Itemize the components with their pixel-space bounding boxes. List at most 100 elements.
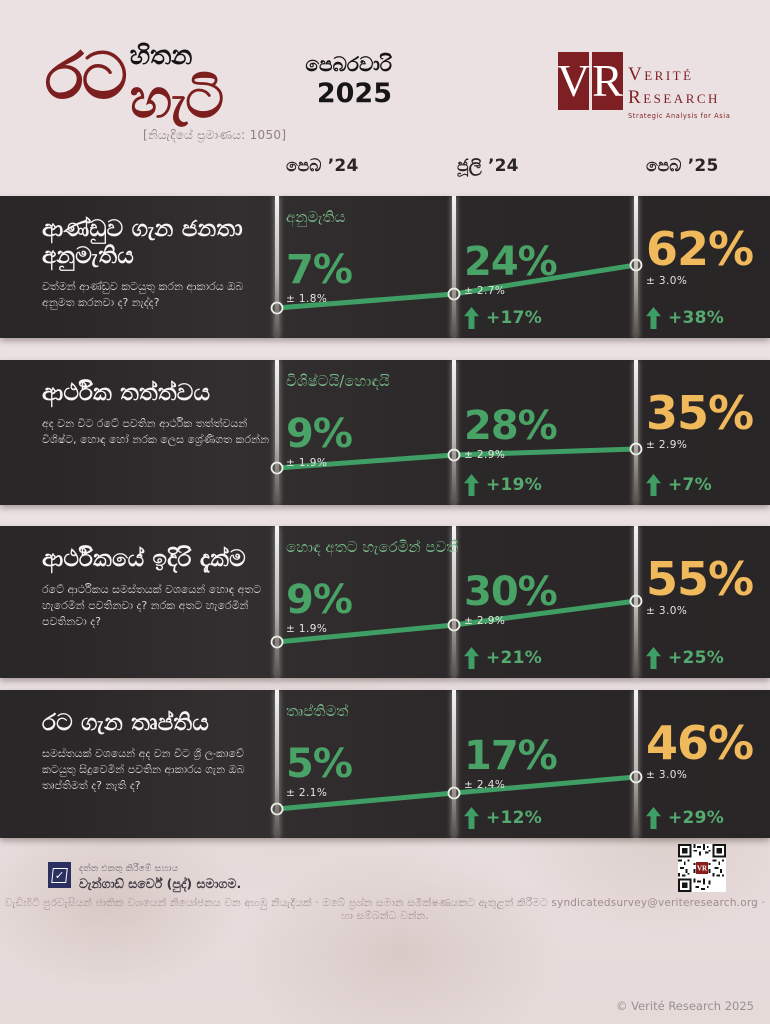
data-collection-credit: දත්ත එකතු කිරීමේ සහාය xyxy=(79,864,179,874)
change-value: +19% xyxy=(486,475,543,495)
column-divider xyxy=(634,526,638,678)
column-divider xyxy=(634,360,638,505)
brand-word-hati: හැටි xyxy=(129,66,224,130)
brand-logo: රට හිතන හැටි xyxy=(45,34,224,130)
margin-of-error: ± 3.0% xyxy=(646,769,688,781)
percentage: 46% xyxy=(646,716,754,770)
panel-title: රට ගැන තෘප්තිය xyxy=(42,710,210,736)
panel-title: ආණ්ඩුව ගැන ජනතා අනුමැතිය xyxy=(42,216,243,270)
panel-government-approval: ආණ්ඩුව ගැන ජනතා අනුමැතිය වත්මන් ආණ්ඩුව ක… xyxy=(0,196,770,338)
percentage: 7% xyxy=(286,247,353,293)
margin-of-error: ± 2.7% xyxy=(464,285,506,297)
change-jul24: +21% xyxy=(464,647,542,669)
up-arrow-icon xyxy=(464,647,479,669)
change-value: +29% xyxy=(668,808,725,828)
panel-question: සමස්තයක් වශයෙන් අද වන විට ශ්‍රී ලංකාවේ ක… xyxy=(42,747,245,792)
change-value: +21% xyxy=(486,648,543,668)
margin-of-error: ± 1.8% xyxy=(286,293,328,305)
brand-word-hithana: හිතන xyxy=(129,41,193,71)
panel-question: රටේ ආර්ථිකය සමස්තයක් වශයෙන් හොඳ අතට හැරෙ… xyxy=(42,583,262,628)
series-label: අනුමැතිය xyxy=(286,208,346,226)
column-divider xyxy=(275,360,279,505)
change-feb25: +25% xyxy=(646,647,724,669)
qr-code: VR xyxy=(678,842,726,894)
percentage: 35% xyxy=(646,386,754,440)
vr-logo-letter-v: V xyxy=(557,52,590,110)
panel-title: ආර්ථික තත්ත්වය xyxy=(42,380,211,406)
margin-of-error: ± 1.9% xyxy=(286,623,328,635)
margin-of-error: ± 3.0% xyxy=(646,605,688,617)
margin-of-error: ± 2.9% xyxy=(646,439,688,451)
value-feb24: 9% ± 1.9% xyxy=(286,411,353,469)
vr-logo-name-verite: Verité xyxy=(628,64,694,85)
vanguard-survey-logo: ✓ xyxy=(48,862,71,888)
column-divider xyxy=(452,690,456,838)
verite-research-logo: V R Verité Research Strategic Analysis f… xyxy=(557,52,731,120)
margin-of-error: ± 3.0% xyxy=(646,275,688,287)
panel-economic-condition: ආර්ථික තත්ත්වය අද වන විට රටේ පවතින ආර්ථි… xyxy=(0,360,770,505)
margin-of-error: ± 2.1% xyxy=(286,787,328,799)
change-feb25: +29% xyxy=(646,807,724,829)
column-header-feb25: පෙබ ’25 xyxy=(646,156,719,176)
value-jul24: 24% ± 2.7% xyxy=(464,239,558,297)
change-value: +38% xyxy=(668,308,725,328)
edition-year: 2025 xyxy=(316,78,392,109)
percentage: 9% xyxy=(286,411,353,457)
margin-of-error: ± 2.9% xyxy=(464,449,506,461)
column-header-feb24: පෙබ ’24 xyxy=(286,156,359,176)
change-value: +17% xyxy=(486,308,543,328)
vr-logo-name-research: Research xyxy=(628,86,720,108)
up-arrow-icon xyxy=(646,474,661,496)
survey-disclaimer: වැඩිහිටි පුරවැසියන් ජාතික වශයෙන් නියෝජනය… xyxy=(4,897,766,922)
change-value: +12% xyxy=(486,808,543,828)
up-arrow-icon xyxy=(646,307,661,329)
percentage: 5% xyxy=(286,741,353,787)
change-jul24: +17% xyxy=(464,307,542,329)
value-jul24: 17% ± 2.4% xyxy=(464,736,558,791)
edition-month: පෙබරවාරි xyxy=(305,52,392,76)
percentage: 62% xyxy=(646,222,754,276)
column-divider xyxy=(275,690,279,838)
percentage: 30% xyxy=(464,569,558,615)
column-divider xyxy=(275,526,279,678)
margin-of-error: ± 2.9% xyxy=(464,615,506,627)
value-jul24: 30% ± 2.9% xyxy=(464,569,558,627)
up-arrow-icon xyxy=(646,807,661,829)
change-jul24: +19% xyxy=(464,474,542,496)
vr-logo-tagline: Strategic Analysis for Asia xyxy=(628,111,731,120)
value-feb25: 62% ± 3.0% xyxy=(646,222,754,287)
series-label: විශිෂ්ටයි/හොඳයි xyxy=(286,372,390,390)
column-divider xyxy=(452,196,456,338)
value-feb24: 9% ± 1.9% xyxy=(286,580,353,635)
sample-size-note: [නියැදියේ ප්‍රමාණය: 1050] xyxy=(143,128,287,142)
column-divider xyxy=(634,690,638,838)
value-feb25: 35% ± 2.9% xyxy=(646,386,754,451)
value-feb25: 55% ± 3.0% xyxy=(646,556,754,617)
panel-country-satisfaction: රට ගැන තෘප්තිය සමස්තයක් වශයෙන් අද වන විට… xyxy=(0,690,770,838)
up-arrow-icon xyxy=(464,474,479,496)
vr-logo-letter-r: R xyxy=(592,52,623,110)
svg-text:VR: VR xyxy=(697,865,708,872)
change-value: +25% xyxy=(668,648,725,668)
column-header-jul24: ජූලි ’24 xyxy=(457,156,519,176)
checkbox-icon: ✓ xyxy=(51,867,68,883)
change-value: +7% xyxy=(668,475,713,495)
value-feb24: 5% ± 2.1% xyxy=(286,741,353,799)
value-feb24: 7% ± 1.8% xyxy=(286,247,353,305)
margin-of-error: ± 1.9% xyxy=(286,457,328,469)
column-divider xyxy=(452,360,456,505)
percentage: 24% xyxy=(464,239,558,285)
change-feb25: +7% xyxy=(646,474,712,496)
column-divider xyxy=(275,196,279,338)
value-jul24: 28% ± 2.9% xyxy=(464,406,558,461)
margin-of-error: ± 2.4% xyxy=(464,779,506,791)
survey-company-name: වැන්ගාඩ් සර්වේ (පුද්) සමාගම. xyxy=(79,876,242,891)
up-arrow-icon xyxy=(646,647,661,669)
panel-question: වත්මන් ආණ්ඩුව කටයුතු කරන ආකාරය ඔබ අනුමත … xyxy=(42,280,244,310)
series-label: තෘප්තිමත් xyxy=(286,702,349,720)
change-jul24: +12% xyxy=(464,807,542,829)
copyright-notice: © Verité Research 2025 xyxy=(615,999,754,1013)
edition-date: පෙබරවාරි 2025 xyxy=(272,52,392,109)
panel-title: ආර්ථිකයේ ඉදිරි දැක්ම xyxy=(42,546,246,572)
